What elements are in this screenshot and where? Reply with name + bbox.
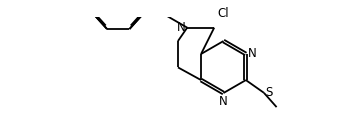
Text: S: S [266,86,273,99]
Text: N: N [177,21,185,34]
Text: N: N [219,95,228,108]
Text: N: N [247,47,256,60]
Text: Cl: Cl [218,7,229,20]
